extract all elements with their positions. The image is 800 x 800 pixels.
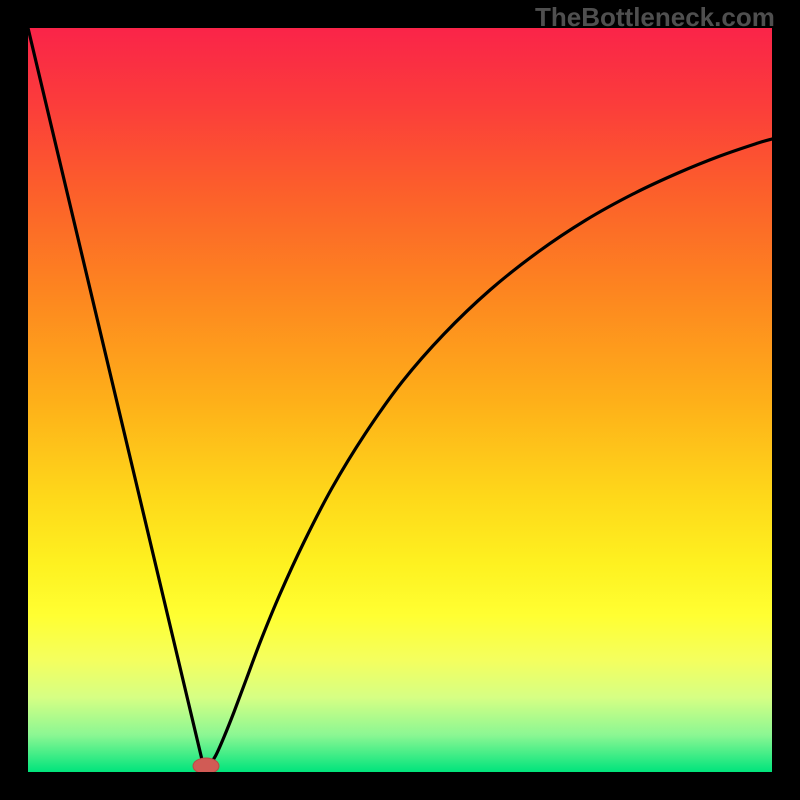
min-marker xyxy=(193,758,219,772)
plot-svg xyxy=(28,28,772,772)
plot-area xyxy=(28,28,772,772)
gradient-background xyxy=(28,28,772,772)
attribution-label: TheBottleneck.com xyxy=(535,2,775,33)
chart-frame: TheBottleneck.com xyxy=(0,0,800,800)
